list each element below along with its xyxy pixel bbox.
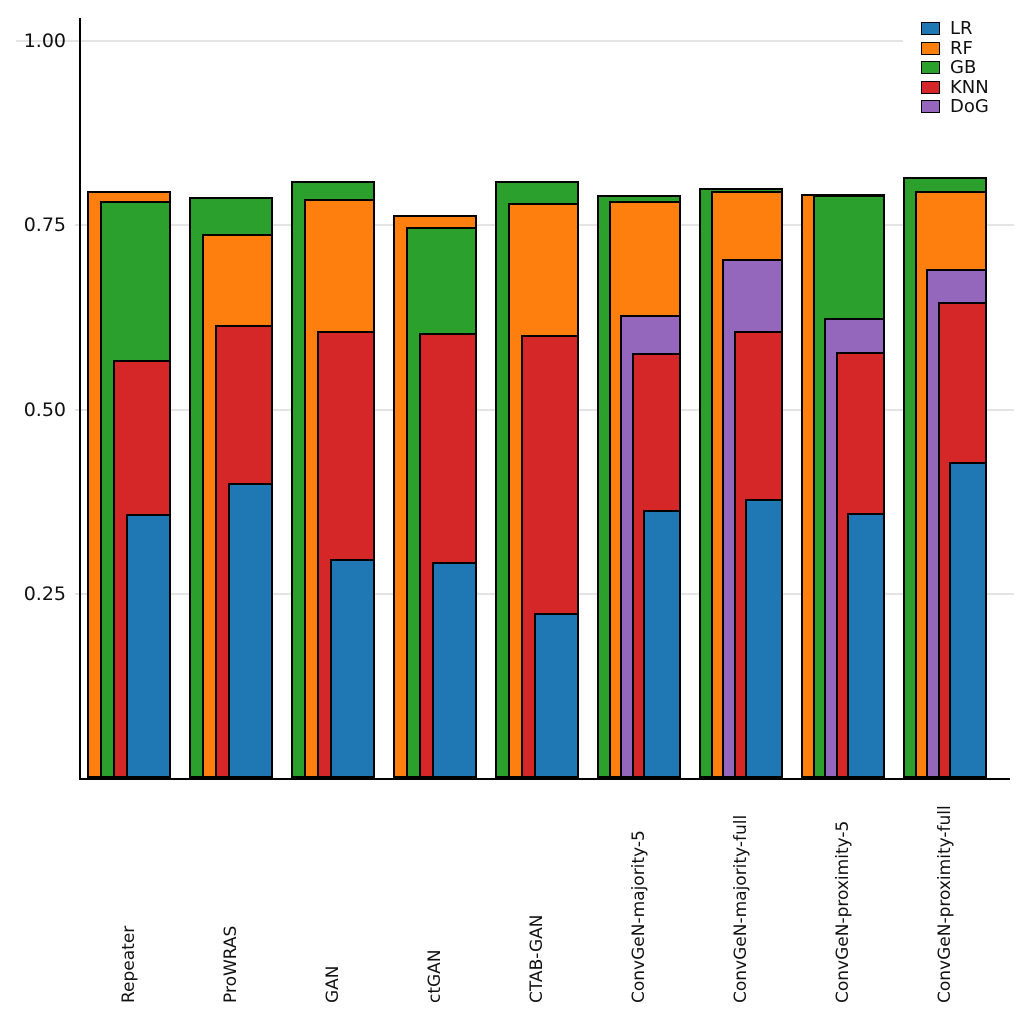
legend-swatch-LR [921,22,940,36]
bar-LR-Repeater [126,514,171,778]
x-tick-label: ConvGeN-majority-full [731,814,751,1003]
legend-row-KNN: KNN [903,78,1024,98]
x-tick-label: CTAB-GAN [527,914,547,1003]
legend-label-LR: LR [950,18,973,40]
legend-row-GB: GB [903,58,1024,78]
legend-label-KNN: KNN [950,76,989,98]
bar-LR-CTAB-GAN [534,612,579,778]
x-tick-label: ConvGeN-proximity-full [935,805,955,1003]
legend-row-DoG: DoG [903,97,1024,117]
x-tick-label: GAN [323,965,343,1003]
y-tick-label: 0.25 [23,582,66,605]
x-tick-label: ProWRAS [221,925,241,1003]
x-tick-label: Repeater [119,925,139,1003]
x-axis-line [79,778,1010,780]
x-tick-label: ctGAN [425,949,445,1003]
x-tick-label: ConvGeN-proximity-5 [833,820,853,1003]
legend: LR RF GB KNN DoG [903,17,1024,120]
bar-LR-ctGAN [432,562,477,778]
legend-swatch-KNN [921,80,940,94]
bar-LR-ConvGeN-proximity-full [949,461,987,778]
y-tick-label: 1.00 [23,30,66,52]
y-axis-line [79,18,81,780]
y-tick-label: 0.50 [23,398,66,421]
bar-LR-ConvGeN-majority-full [745,498,783,778]
legend-row-RF: RF [903,39,1024,59]
y-tick-label: 0.75 [23,214,66,237]
legend-label-GB: GB [950,57,977,79]
gridline-1.00 [16,40,1014,42]
bar-LR-GAN [330,559,375,778]
bar-LR-ConvGeN-majority-5 [643,509,681,778]
legend-swatch-DoG [921,100,940,114]
legend-swatch-GB [921,61,940,75]
legend-swatch-RF [921,41,940,55]
legend-row-LR: LR [903,19,1024,39]
legend-label-RF: RF [950,37,973,59]
bar-LR-ConvGeN-proximity-5 [847,512,885,778]
bar-LR-ProWRAS [228,483,273,778]
x-tick-label: ConvGeN-majority-5 [629,830,649,1003]
legend-label-DoG: DoG [950,96,989,118]
